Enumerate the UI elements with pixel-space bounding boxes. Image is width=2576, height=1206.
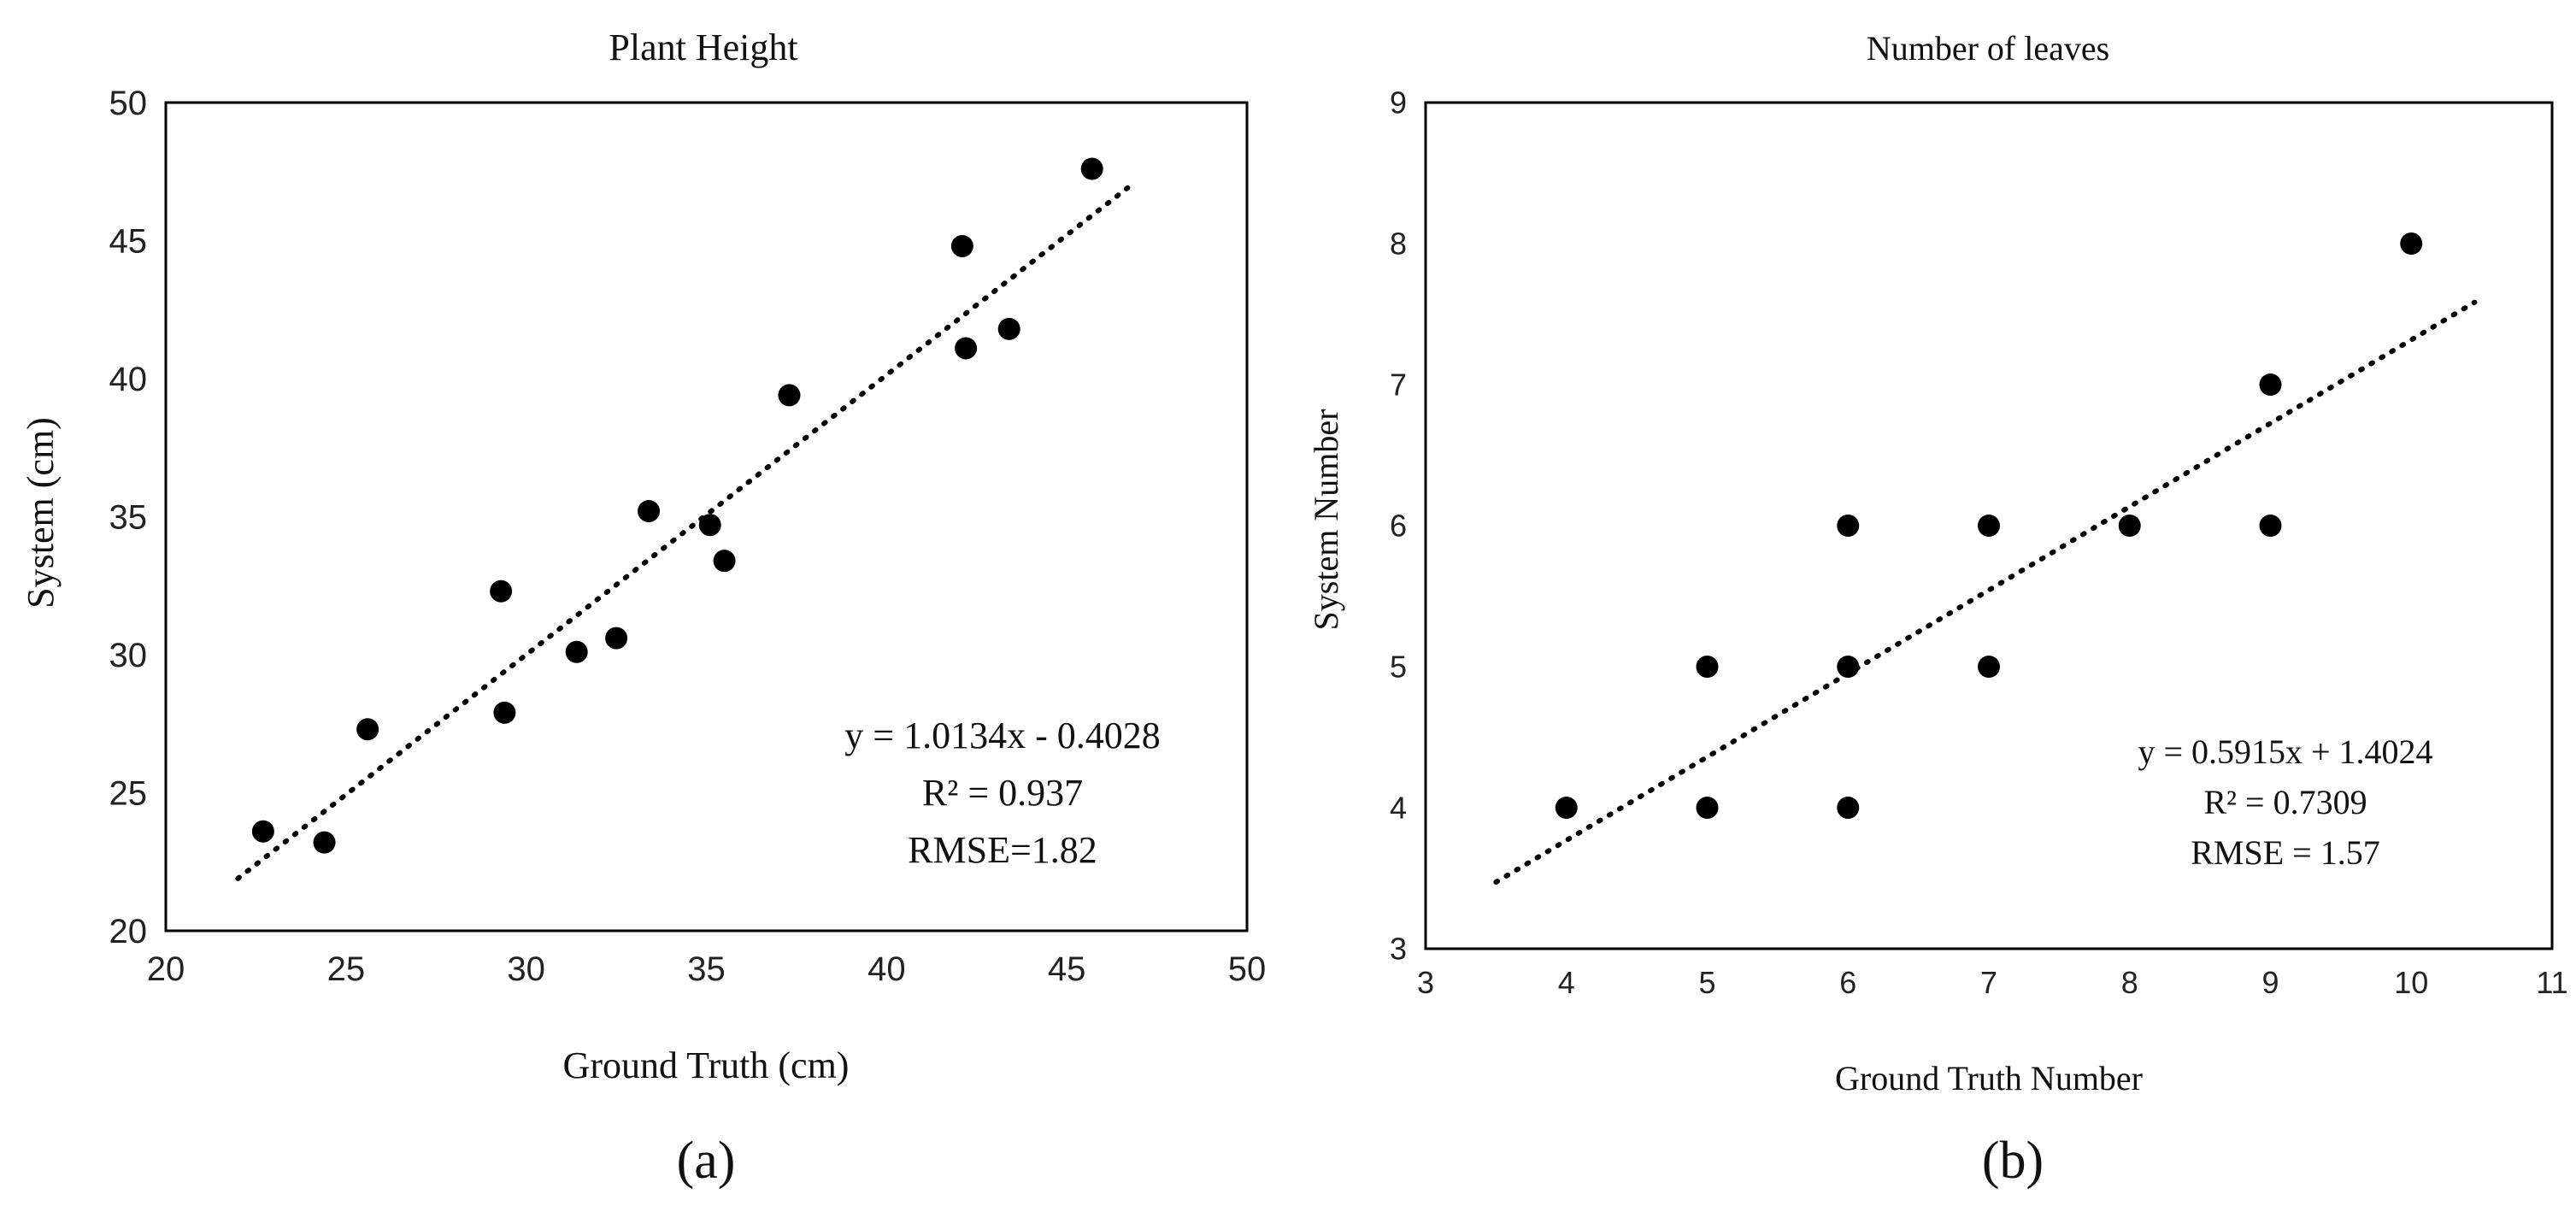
data-point [950, 234, 973, 257]
x-tick-label: 50 [1228, 950, 1267, 988]
chart-title: Plant Height [609, 26, 797, 68]
x-tick-label: 40 [867, 950, 906, 988]
x-tick-label: 8 [2121, 965, 2138, 1000]
data-point [565, 640, 588, 663]
data-point [1696, 656, 1719, 678]
x-tick-label: 7 [1980, 965, 1997, 1000]
r-squared: R² = 0.937 [922, 772, 1083, 814]
data-point [698, 514, 721, 537]
y-tick-label: 25 [109, 775, 148, 813]
y-tick-labels: 3 4 5 6 7 8 9 [1390, 85, 1407, 967]
data-point [1978, 515, 2000, 537]
data-points [1555, 232, 2423, 819]
x-tick-labels: 20 25 30 35 40 45 50 [147, 950, 1267, 988]
x-tick-label: 11 [2536, 965, 2567, 1000]
data-points [251, 157, 1103, 854]
x-tick-label: 35 [687, 950, 726, 988]
y-tick-label: 6 [1390, 509, 1407, 544]
data-point [1837, 656, 1860, 678]
data-point [490, 579, 513, 603]
data-point [778, 384, 801, 407]
data-point [2400, 232, 2423, 255]
x-tick-label: 3 [1417, 965, 1434, 1000]
chart-plant-height: Plant Height 20 25 30 35 40 45 50 20 25 30 35 40 45… [20, 26, 1266, 1190]
y-tick-label: 4 [1390, 791, 1407, 826]
x-tick-label: 30 [507, 950, 545, 988]
data-point [638, 500, 661, 523]
data-point [955, 337, 978, 360]
data-point [1837, 515, 1860, 537]
chart-number-of-leaves: Number of leaves 3 4 5 6 7 8 9 10 11 3 4 5 6 7 8 9 y =… [1307, 29, 2568, 1190]
y-tick-label: 40 [109, 361, 148, 398]
data-point [1837, 797, 1860, 819]
panel-label-b: (b) [1982, 1132, 2044, 1190]
data-point [356, 718, 379, 741]
data-point [1978, 656, 2000, 678]
y-axis-label: System Number [1307, 409, 1345, 631]
chart-title: Number of leaves [1867, 29, 2109, 68]
y-tick-label: 30 [109, 637, 148, 674]
trend-equation: y = 0.5915x + 1.4024 [2138, 732, 2432, 771]
data-point [2259, 374, 2282, 396]
y-tick-labels: 20 25 30 35 40 45 50 [109, 85, 148, 950]
data-point [605, 627, 628, 650]
x-tick-label: 20 [147, 950, 185, 988]
data-point [251, 820, 274, 843]
trendline [235, 179, 1138, 881]
data-point [313, 831, 336, 854]
y-tick-label: 7 [1390, 368, 1407, 403]
y-tick-label: 45 [109, 223, 148, 261]
x-tick-label: 25 [327, 950, 366, 988]
y-tick-label: 3 [1390, 932, 1407, 967]
y-axis-label: System (cm) [20, 417, 62, 609]
data-point [2118, 515, 2141, 537]
data-point [713, 550, 736, 573]
y-tick-label: 50 [109, 85, 148, 122]
r-squared: R² = 0.7309 [2203, 783, 2367, 821]
x-axis-label: Ground Truth (cm) [563, 1044, 850, 1086]
rmse: RMSE=1.82 [908, 829, 1097, 871]
data-point [1696, 797, 1719, 819]
y-tick-label: 35 [109, 499, 148, 537]
x-tick-labels: 3 4 5 6 7 8 9 10 11 [1417, 965, 2568, 1000]
x-tick-label: 9 [2261, 965, 2279, 1000]
x-tick-label: 4 [1558, 965, 1575, 1000]
data-point [1080, 157, 1103, 180]
plot-area-frame [1424, 101, 2554, 950]
trend-equation: y = 1.0134x - 0.4028 [844, 715, 1160, 756]
y-tick-label: 20 [109, 913, 148, 950]
x-tick-label: 45 [1048, 950, 1086, 988]
data-point [1555, 797, 1578, 819]
x-tick-label: 10 [2394, 965, 2428, 1000]
data-point [2259, 515, 2282, 537]
y-tick-label: 8 [1390, 226, 1407, 262]
panel-label-a: (a) [677, 1132, 736, 1190]
y-tick-label: 9 [1390, 85, 1407, 121]
plot-area-frame [164, 101, 1249, 932]
x-axis-label: Ground Truth Number [1835, 1059, 2143, 1097]
x-tick-label: 5 [1698, 965, 1715, 1000]
data-point [997, 317, 1020, 340]
trendline [1493, 299, 2478, 885]
x-tick-label: 6 [1839, 965, 1856, 1000]
y-tick-label: 5 [1390, 650, 1407, 685]
data-point [493, 701, 516, 724]
rmse: RMSE = 1.57 [2191, 833, 2379, 872]
